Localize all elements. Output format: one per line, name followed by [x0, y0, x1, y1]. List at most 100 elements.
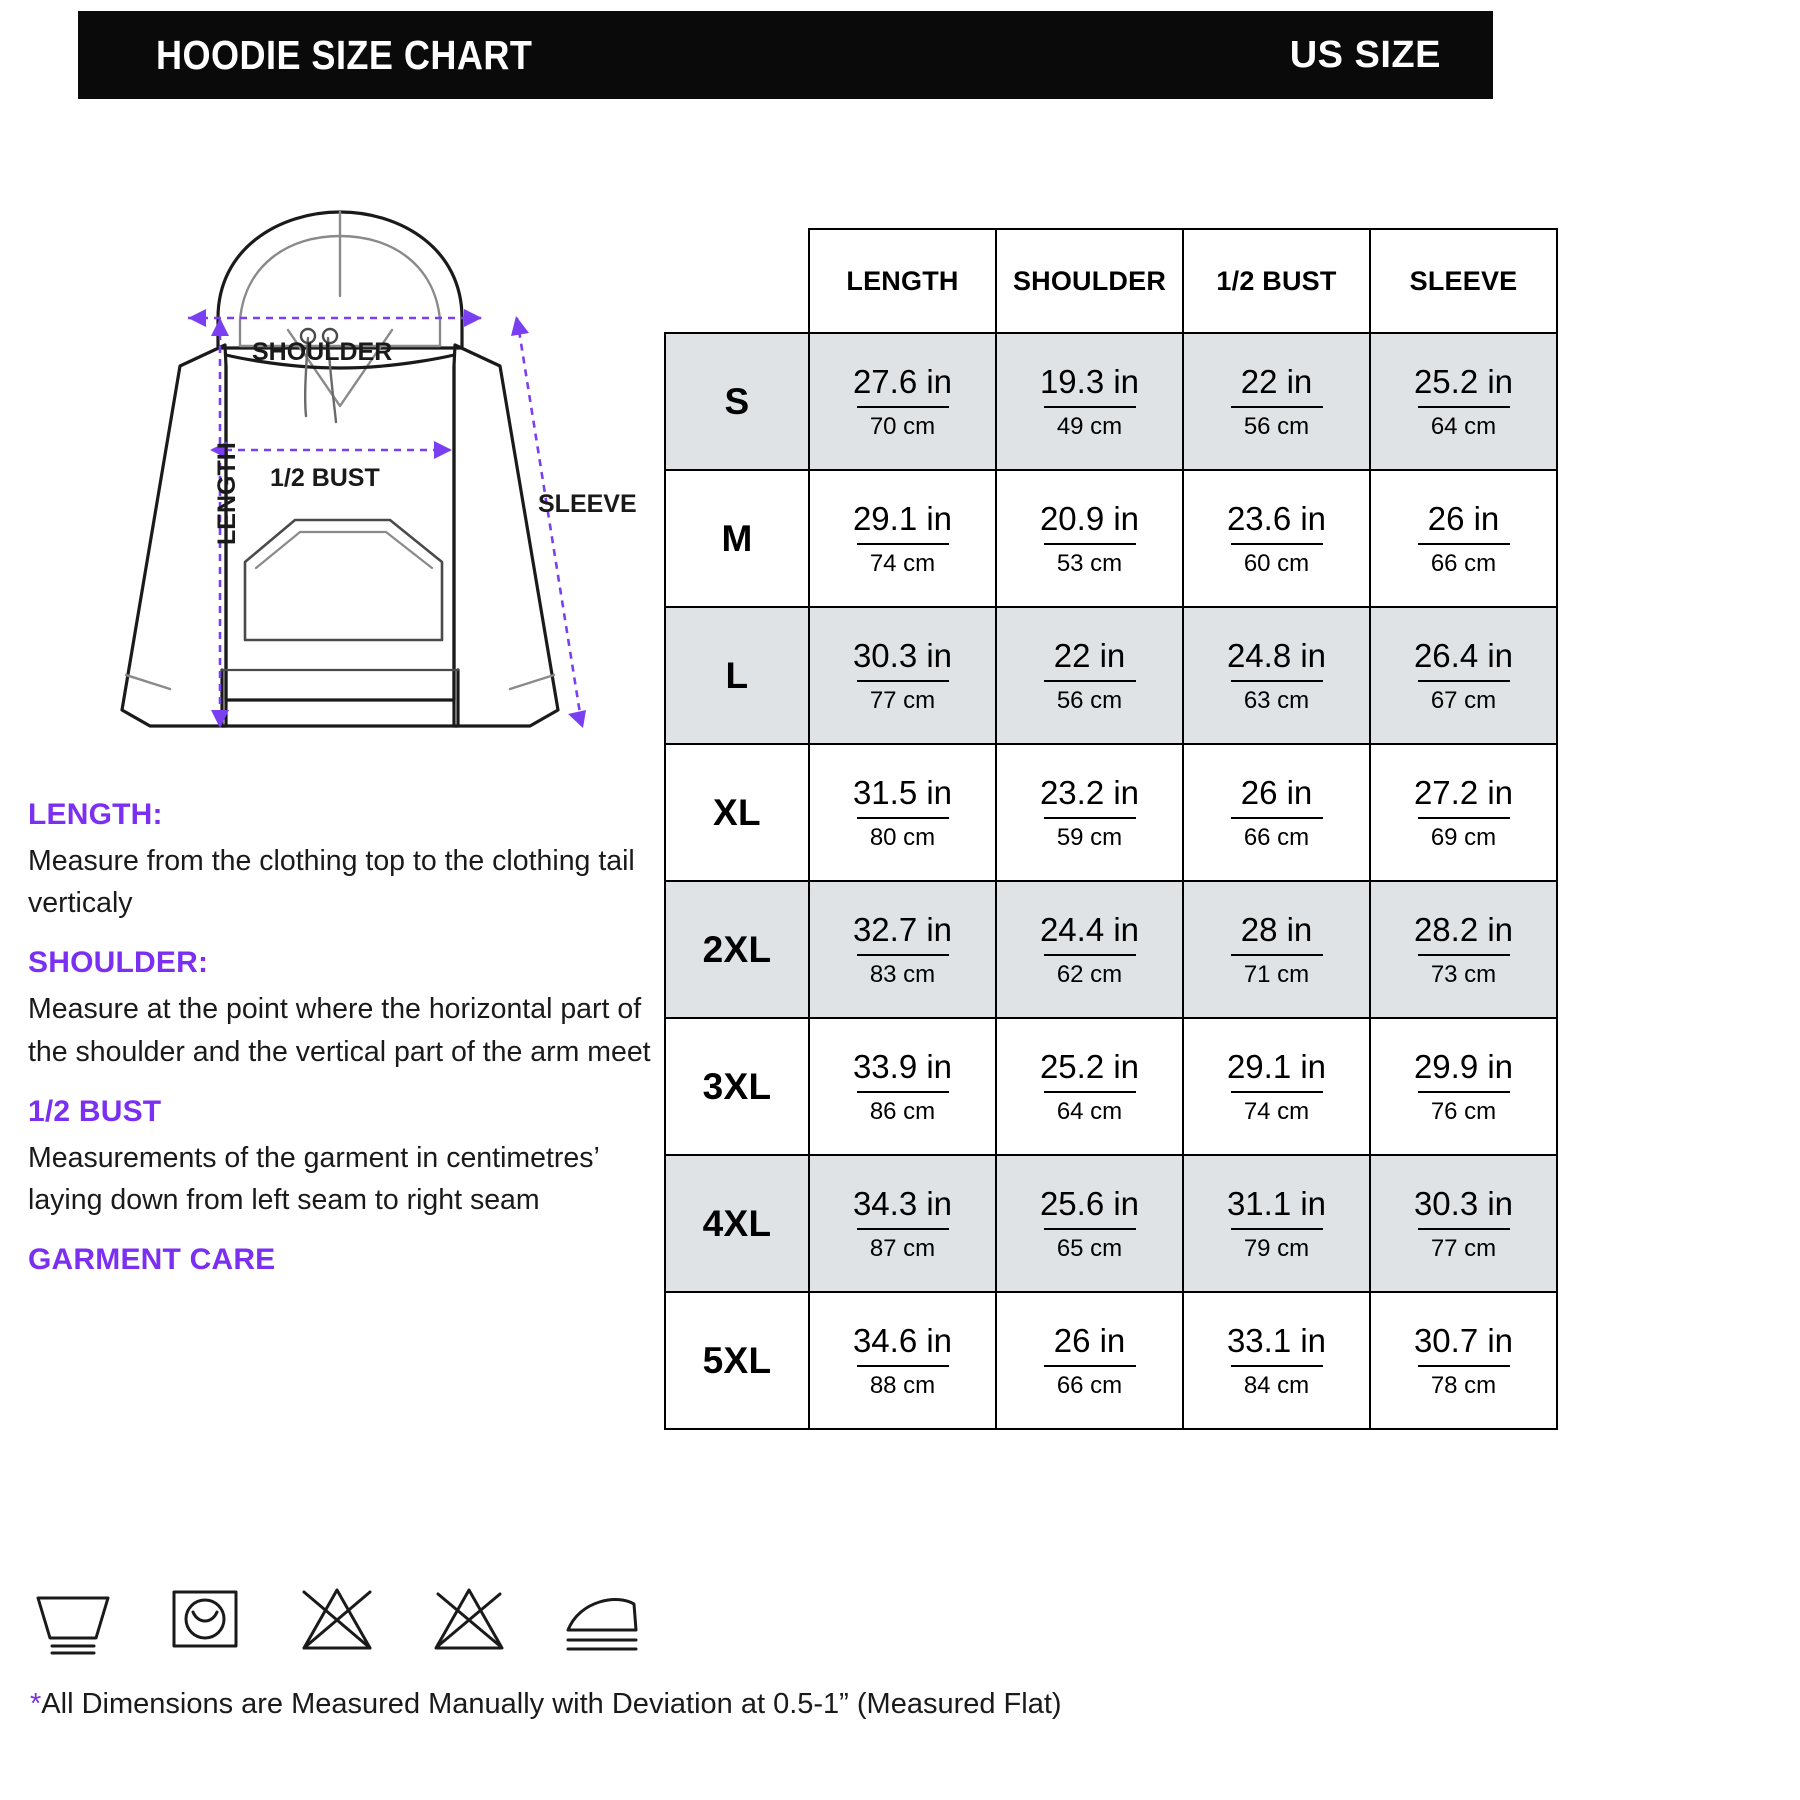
- value-inches: 24.4 in: [1039, 910, 1140, 948]
- value-centimeters: 80 cm: [869, 823, 936, 851]
- value-inches: 26 in: [1240, 773, 1313, 811]
- size-label-2xl: 2XL: [664, 880, 810, 1019]
- cell-stack: 27.2 in 69 cm: [1371, 776, 1556, 850]
- value-centimeters: 65 cm: [1056, 1234, 1123, 1262]
- desc-heading-garment-care: GARMENT CARE: [28, 1243, 276, 1277]
- value-centimeters: 87 cm: [869, 1234, 936, 1262]
- value-centimeters: 77 cm: [869, 686, 936, 714]
- size-table-wrapper: LENGTH SHOULDER 1/2 BUST SLEEVE S 27.6 in…: [664, 228, 1558, 1430]
- value-divider: [856, 816, 949, 819]
- cell-m-1-2-bust: 23.6 in 60 cm: [1182, 469, 1371, 608]
- value-inches: 22 in: [1240, 362, 1313, 400]
- value-divider: [856, 1227, 949, 1230]
- desc-body-shoulder: Measure at the point where the horizonta…: [28, 993, 651, 1068]
- table-row: XL 31.5 in 80 cm 23.2 in 59 cm 26 in 66 cm 27.2…: [664, 743, 1558, 882]
- cell-3xl-length: 33.9 in 86 cm: [808, 1017, 997, 1156]
- cell-stack: 23.6 in 60 cm: [1184, 502, 1369, 576]
- cell-stack: 27.6 in 70 cm: [810, 365, 995, 439]
- iron-icon: [558, 1582, 644, 1656]
- footer-note: *All Dimensions are Measured Manually wi…: [30, 1688, 1062, 1721]
- column-header-shoulder: SHOULDER: [995, 228, 1184, 333]
- do-not-wring-icon: [426, 1582, 512, 1656]
- value-inches: 31.5 in: [852, 773, 953, 811]
- value-inches: 30.3 in: [852, 636, 953, 674]
- value-divider: [856, 1090, 949, 1093]
- cell-m-length: 29.1 in 74 cm: [808, 469, 997, 608]
- desc-body-half-bust: Measurements of the garment in centimetr…: [28, 1141, 599, 1216]
- cell-5xl-length: 34.6 in 88 cm: [808, 1291, 997, 1430]
- cell-4xl-1-2-bust: 31.1 in 79 cm: [1182, 1154, 1371, 1293]
- cell-l-length: 30.3 in 77 cm: [808, 606, 997, 745]
- desc-heading-shoulder: SHOULDER:: [28, 946, 209, 980]
- value-centimeters: 86 cm: [869, 1097, 936, 1125]
- cell-4xl-shoulder: 25.6 in 65 cm: [995, 1154, 1184, 1293]
- value-centimeters: 53 cm: [1056, 549, 1123, 577]
- table-row: 2XL 32.7 in 83 cm 24.4 in 62 cm 28 in 71 cm 28.…: [664, 880, 1558, 1019]
- cell-5xl-shoulder: 26 in 66 cm: [995, 1291, 1184, 1430]
- value-inches: 34.6 in: [852, 1321, 953, 1359]
- value-inches: 26.4 in: [1413, 636, 1514, 674]
- garment-care-icons: [30, 1582, 644, 1656]
- tumble-dry-icon: [162, 1582, 248, 1656]
- cell-stack: 26 in 66 cm: [997, 1324, 1182, 1398]
- value-divider: [1417, 405, 1510, 408]
- cell-2xl-shoulder: 24.4 in 62 cm: [995, 880, 1184, 1019]
- value-centimeters: 74 cm: [1243, 1097, 1310, 1125]
- value-centimeters: 64 cm: [1430, 412, 1497, 440]
- value-inches: 25.2 in: [1413, 362, 1514, 400]
- value-inches: 23.6 in: [1226, 499, 1327, 537]
- table-row: M 29.1 in 74 cm 20.9 in 53 cm 23.6 in 60 cm 26 …: [664, 469, 1558, 608]
- value-divider: [1043, 542, 1136, 545]
- size-label-xl: XL: [664, 743, 810, 882]
- value-inches: 23.2 in: [1039, 773, 1140, 811]
- value-divider: [1230, 405, 1323, 408]
- cell-stack: 20.9 in 53 cm: [997, 502, 1182, 576]
- cell-stack: 24.4 in 62 cm: [997, 913, 1182, 987]
- cell-stack: 29.1 in 74 cm: [810, 502, 995, 576]
- value-inches: 26 in: [1053, 1321, 1126, 1359]
- value-divider: [1043, 1364, 1136, 1367]
- cell-stack: 33.1 in 84 cm: [1184, 1324, 1369, 1398]
- value-inches: 27.2 in: [1413, 773, 1514, 811]
- illus-label-shoulder: SHOULDER: [252, 338, 392, 366]
- value-divider: [1230, 953, 1323, 956]
- column-header-sleeve: SLEEVE: [1369, 228, 1558, 333]
- page-title: HOODIE SIZE CHART: [156, 31, 533, 78]
- cell-xl-1-2-bust: 26 in 66 cm: [1182, 743, 1371, 882]
- value-divider: [1417, 542, 1510, 545]
- cell-stack: 22 in 56 cm: [997, 639, 1182, 713]
- table-header-row: LENGTH SHOULDER 1/2 BUST SLEEVE: [665, 228, 1558, 333]
- cell-stack: 25.2 in 64 cm: [997, 1050, 1182, 1124]
- cell-xl-length: 31.5 in 80 cm: [808, 743, 997, 882]
- cell-stack: 25.6 in 65 cm: [997, 1187, 1182, 1261]
- footer-text: All Dimensions are Measured Manually wit…: [41, 1688, 1062, 1720]
- value-centimeters: 69 cm: [1430, 823, 1497, 851]
- value-divider: [1417, 1090, 1510, 1093]
- value-divider: [1043, 953, 1136, 956]
- value-divider: [1043, 1090, 1136, 1093]
- size-label-s: S: [664, 332, 810, 471]
- value-centimeters: 78 cm: [1430, 1371, 1497, 1399]
- value-divider: [856, 953, 949, 956]
- cell-3xl-sleeve: 29.9 in 76 cm: [1369, 1017, 1558, 1156]
- value-divider: [856, 405, 949, 408]
- value-centimeters: 77 cm: [1430, 1234, 1497, 1262]
- value-centimeters: 66 cm: [1056, 1371, 1123, 1399]
- value-inches: 26 in: [1427, 499, 1500, 537]
- value-centimeters: 66 cm: [1243, 823, 1310, 851]
- cell-2xl-1-2-bust: 28 in 71 cm: [1182, 880, 1371, 1019]
- value-divider: [1230, 679, 1323, 682]
- footer-asterisk: *: [30, 1688, 42, 1720]
- table-head: LENGTH SHOULDER 1/2 BUST SLEEVE: [665, 228, 1558, 333]
- cell-stack: 33.9 in 86 cm: [810, 1050, 995, 1124]
- value-inches: 25.2 in: [1039, 1047, 1140, 1085]
- cell-stack: 31.5 in 80 cm: [810, 776, 995, 850]
- value-centimeters: 64 cm: [1056, 1097, 1123, 1125]
- value-centimeters: 49 cm: [1056, 412, 1123, 440]
- cell-stack: 32.7 in 83 cm: [810, 913, 995, 987]
- value-divider: [1230, 816, 1323, 819]
- value-divider: [1230, 542, 1323, 545]
- value-divider: [1417, 816, 1510, 819]
- size-table: LENGTH SHOULDER 1/2 BUST SLEEVE S 27.6 in…: [664, 228, 1558, 1430]
- value-divider: [1417, 953, 1510, 956]
